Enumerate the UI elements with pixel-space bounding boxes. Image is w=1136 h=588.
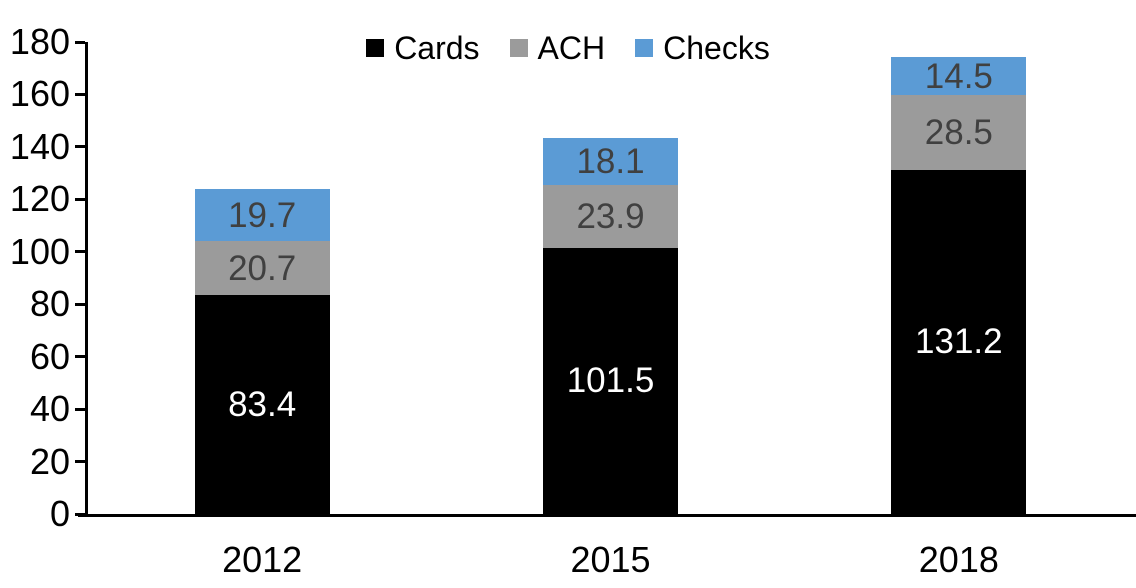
y-tick-label: 140 <box>9 125 70 167</box>
x-category-label-2018: 2018 <box>918 539 999 580</box>
y-axis <box>85 42 88 517</box>
bar-segment-ach-2015: 23.9 <box>543 185 678 248</box>
y-tick-label: 100 <box>9 230 70 272</box>
x-axis <box>78 514 1136 517</box>
bar-value-label: 101.5 <box>566 361 655 401</box>
legend-label: Cards <box>394 30 480 66</box>
bar-value-label: 28.5 <box>924 113 993 153</box>
bar-segment-cards-2015: 101.5 <box>543 247 678 514</box>
bar-value-label: 18.1 <box>576 141 645 181</box>
bar-segment-ach-2018: 28.5 <box>891 95 1027 170</box>
legend-swatch-icon <box>366 39 385 57</box>
y-tick-label: 120 <box>9 178 70 220</box>
y-tick-mark <box>75 40 85 44</box>
legend-label: Checks <box>663 30 770 66</box>
legend-item-ach: ACH <box>509 30 606 66</box>
bar-segment-checks-2018: 14.5 <box>891 56 1027 96</box>
y-tick-mark <box>75 250 85 254</box>
bar-value-label: 19.7 <box>228 195 297 235</box>
chart-legend: Cards ACH Checks <box>0 32 1136 64</box>
x-category-label-2015: 2015 <box>570 539 651 580</box>
bar-value-label: 23.9 <box>576 197 645 236</box>
y-tick-label: 20 <box>29 440 70 482</box>
bar-segment-checks-2012: 19.7 <box>194 189 330 242</box>
legend-swatch-icon <box>635 39 654 57</box>
bar-value-label: 20.7 <box>228 248 297 288</box>
y-tick-mark <box>75 460 85 464</box>
bar-segment-ach-2012: 20.7 <box>194 241 330 296</box>
bar-value-label: 14.5 <box>924 56 993 96</box>
y-tick-label: 80 <box>29 283 70 325</box>
y-tick-label: 60 <box>29 335 70 377</box>
y-tick-label: 180 <box>9 21 70 62</box>
y-tick-label: 160 <box>9 73 70 115</box>
y-tick-mark <box>75 512 85 516</box>
bar-segment-cards-2018: 131.2 <box>891 169 1027 514</box>
bar-segment-cards-2012: 83.4 <box>194 295 330 514</box>
y-tick-mark <box>75 302 85 306</box>
legend-item-cards: Cards <box>366 30 480 66</box>
y-tick-mark <box>75 407 85 411</box>
legend-swatch-icon <box>509 39 528 57</box>
legend-label: ACH <box>537 30 606 66</box>
bar-segment-checks-2015: 18.1 <box>543 137 678 186</box>
y-tick-mark <box>75 92 85 96</box>
y-tick-label: 40 <box>29 388 70 430</box>
y-tick-mark <box>75 145 85 149</box>
bar-value-label: 131.2 <box>915 322 1003 362</box>
y-tick-mark <box>75 355 85 359</box>
legend-item-checks: Checks <box>635 32 770 64</box>
y-tick-label: 0 <box>49 493 70 534</box>
bar-value-label: 83.4 <box>228 385 297 425</box>
x-category-label-2012: 2012 <box>222 539 303 580</box>
y-tick-mark <box>75 197 85 201</box>
